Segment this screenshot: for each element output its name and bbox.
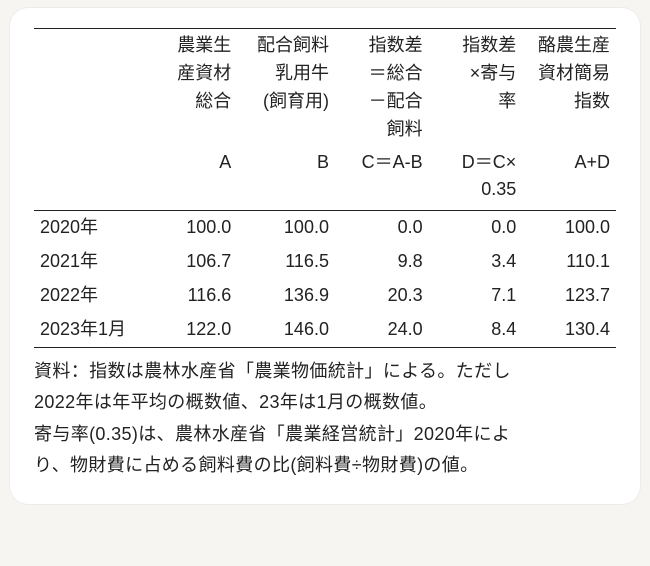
cell-D: 3.4 bbox=[429, 245, 523, 279]
col-header-B: 配合飼料乳用牛(飼育用) bbox=[237, 29, 335, 147]
footnote-line: 2022年は年平均の概数値、23年は1月の概数値。 bbox=[34, 387, 616, 419]
footnotes: 資料：指数は農林水産省「農業物価統計」による。ただし 2022年は年平均の概数値… bbox=[34, 356, 616, 482]
col-formula-E: A+D bbox=[522, 147, 616, 211]
cell-C: 20.3 bbox=[335, 279, 429, 313]
col-formula-D: D＝C×0.35 bbox=[429, 147, 523, 211]
row-label: 2020年 bbox=[34, 211, 144, 245]
cell-C: 9.8 bbox=[335, 245, 429, 279]
col-formula-B: B bbox=[237, 147, 335, 211]
table-header: 農業生産資材総合 配合飼料乳用牛(飼育用) 指数差＝総合－配合飼料 指数差×寄与… bbox=[34, 29, 616, 211]
row-label: 2021年 bbox=[34, 245, 144, 279]
col-formula-C: C＝A-B bbox=[335, 147, 429, 211]
footnote-line: 資料：指数は農林水産省「農業物価統計」による。ただし bbox=[34, 356, 616, 388]
cell-B: 116.5 bbox=[237, 245, 335, 279]
table-body: 2020年100.0100.00.00.0100.02021年106.7116.… bbox=[34, 211, 616, 348]
cell-E: 130.4 bbox=[522, 313, 616, 347]
header-blank bbox=[34, 29, 144, 147]
cell-A: 100.0 bbox=[144, 211, 238, 245]
footnote-line: 寄与率(0.35)は、農林水産省「農業経営統計」2020年によ bbox=[34, 419, 616, 451]
cell-A: 116.6 bbox=[144, 279, 238, 313]
col-header-E: 酪農生産資材簡易指数 bbox=[522, 29, 616, 147]
cell-A: 106.7 bbox=[144, 245, 238, 279]
cell-A: 122.0 bbox=[144, 313, 238, 347]
col-header-D: 指数差×寄与率 bbox=[429, 29, 523, 147]
formula-blank bbox=[34, 147, 144, 211]
table-row: 2021年106.7116.59.83.4110.1 bbox=[34, 245, 616, 279]
cell-E: 110.1 bbox=[522, 245, 616, 279]
cell-D: 7.1 bbox=[429, 279, 523, 313]
cell-C: 0.0 bbox=[335, 211, 429, 245]
footnote-line: り、物財費に占める飼料費の比(飼料費÷物財費)の値。 bbox=[34, 450, 616, 482]
cell-D: 0.0 bbox=[429, 211, 523, 245]
cell-E: 123.7 bbox=[522, 279, 616, 313]
table-card: 農業生産資材総合 配合飼料乳用牛(飼育用) 指数差＝総合－配合飼料 指数差×寄与… bbox=[10, 8, 640, 504]
col-formula-A: A bbox=[144, 147, 238, 211]
cell-C: 24.0 bbox=[335, 313, 429, 347]
cell-E: 100.0 bbox=[522, 211, 616, 245]
index-table: 農業生産資材総合 配合飼料乳用牛(飼育用) 指数差＝総合－配合飼料 指数差×寄与… bbox=[34, 28, 616, 348]
cell-B: 146.0 bbox=[237, 313, 335, 347]
row-label: 2022年 bbox=[34, 279, 144, 313]
cell-B: 100.0 bbox=[237, 211, 335, 245]
table-row: 2020年100.0100.00.00.0100.0 bbox=[34, 211, 616, 245]
table-row: 2022年116.6136.920.37.1123.7 bbox=[34, 279, 616, 313]
cell-D: 8.4 bbox=[429, 313, 523, 347]
row-label: 2023年1月 bbox=[34, 313, 144, 347]
table-row: 2023年1月122.0146.024.08.4130.4 bbox=[34, 313, 616, 347]
col-header-C: 指数差＝総合－配合飼料 bbox=[335, 29, 429, 147]
col-header-A: 農業生産資材総合 bbox=[144, 29, 238, 147]
cell-B: 136.9 bbox=[237, 279, 335, 313]
